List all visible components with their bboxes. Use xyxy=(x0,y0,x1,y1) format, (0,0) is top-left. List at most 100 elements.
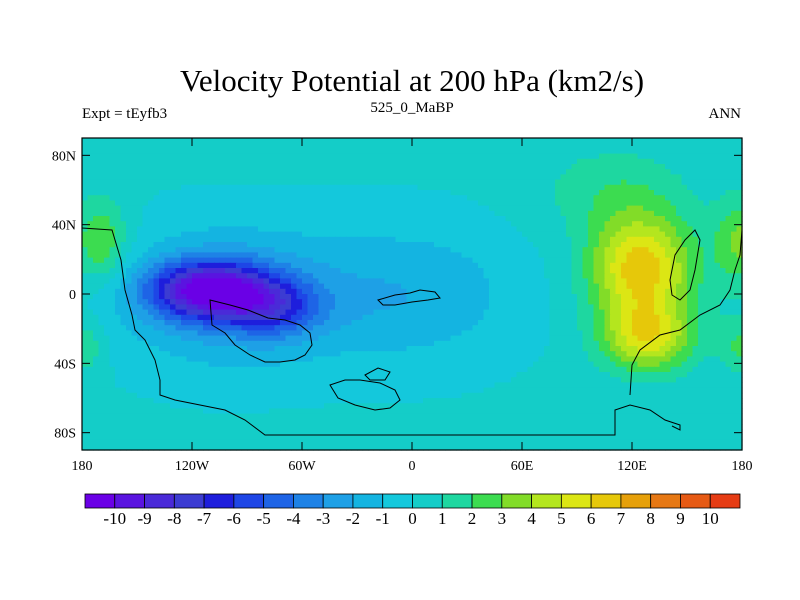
field-cell xyxy=(357,231,364,238)
field-cell xyxy=(621,153,628,160)
field-cell xyxy=(131,221,138,227)
field-cell xyxy=(280,273,287,279)
field-cell xyxy=(329,278,336,285)
field-cell xyxy=(258,143,265,149)
field-cell xyxy=(269,242,276,248)
field-cell xyxy=(720,158,727,165)
field-cell xyxy=(170,143,177,149)
field-cell xyxy=(104,190,111,196)
field-cell xyxy=(346,278,353,285)
field-cell xyxy=(698,190,705,196)
field-cell xyxy=(489,164,496,170)
field-cell xyxy=(599,216,606,222)
field-cell xyxy=(285,216,292,222)
field-cell xyxy=(654,314,661,321)
field-cell xyxy=(379,169,386,175)
field-cell xyxy=(351,283,358,290)
field-cell xyxy=(626,236,633,243)
field-cell xyxy=(632,294,639,300)
field-cell xyxy=(351,210,358,217)
field-cell xyxy=(461,325,468,331)
field-cell xyxy=(412,283,419,290)
field-cell xyxy=(687,299,694,305)
field-cell xyxy=(714,174,721,181)
field-cell xyxy=(247,320,254,326)
field-cell xyxy=(395,278,402,285)
field-cell xyxy=(670,304,677,311)
field-cell xyxy=(214,164,221,170)
field-cell xyxy=(351,242,358,248)
field-cell xyxy=(692,309,699,316)
field-cell xyxy=(247,283,254,290)
field-cell xyxy=(533,216,540,222)
field-cell xyxy=(340,288,347,295)
field-cell xyxy=(643,148,650,155)
field-cell xyxy=(604,262,611,269)
field-cell xyxy=(395,148,402,155)
field-cell xyxy=(566,231,573,238)
field-cell xyxy=(203,164,210,170)
field-cell xyxy=(654,340,661,347)
field-cell xyxy=(296,138,303,144)
field-cell xyxy=(687,288,694,295)
field-cell xyxy=(489,346,496,352)
field-cell xyxy=(230,299,237,305)
field-cell xyxy=(604,320,611,326)
field-cell xyxy=(555,340,562,347)
field-cell xyxy=(368,174,375,181)
field-cell xyxy=(115,325,122,331)
field-cell xyxy=(676,242,683,248)
field-cell xyxy=(324,257,331,264)
field-cell xyxy=(335,294,342,300)
field-cell xyxy=(698,200,705,207)
field-cell xyxy=(98,148,105,155)
field-cell xyxy=(368,143,375,149)
field-cell xyxy=(285,231,292,238)
field-cell xyxy=(241,346,248,352)
field-cell xyxy=(527,216,534,222)
field-cell xyxy=(588,164,595,170)
field-cell xyxy=(692,221,699,227)
field-cell xyxy=(610,257,617,264)
field-cell xyxy=(445,179,452,186)
field-cell xyxy=(93,294,100,300)
field-cell xyxy=(324,346,331,352)
field-cell xyxy=(362,314,369,321)
field-cell xyxy=(373,210,380,217)
field-cell xyxy=(126,169,133,175)
field-cell xyxy=(555,278,562,285)
field-cell xyxy=(302,164,309,170)
field-cell xyxy=(368,205,375,212)
field-cell xyxy=(324,314,331,321)
field-cell xyxy=(362,273,369,279)
field-cell xyxy=(104,231,111,238)
field-cell xyxy=(593,299,600,305)
field-cell xyxy=(549,169,556,175)
field-cell xyxy=(544,273,551,279)
field-cell xyxy=(137,153,144,160)
field-cell xyxy=(126,138,133,144)
field-cell xyxy=(406,335,413,342)
field-cell xyxy=(588,252,595,259)
field-cell xyxy=(423,216,430,222)
field-cell xyxy=(401,346,408,352)
field-cell xyxy=(555,330,562,337)
field-cell xyxy=(368,138,375,144)
field-cell xyxy=(302,283,309,290)
field-cell xyxy=(709,210,716,217)
field-cell xyxy=(115,314,122,321)
field-cell xyxy=(665,299,672,305)
field-cell xyxy=(720,330,727,337)
field-cell xyxy=(269,304,276,311)
field-cell xyxy=(313,294,320,300)
field-cell xyxy=(692,184,699,191)
field-cell xyxy=(82,221,89,227)
field-cell xyxy=(522,278,529,285)
field-cell xyxy=(522,143,529,149)
field-cell xyxy=(736,268,743,274)
field-cell xyxy=(236,184,243,191)
field-cell xyxy=(648,205,655,212)
field-cell xyxy=(225,346,232,352)
field-cell xyxy=(604,184,611,191)
field-cell xyxy=(159,138,166,144)
